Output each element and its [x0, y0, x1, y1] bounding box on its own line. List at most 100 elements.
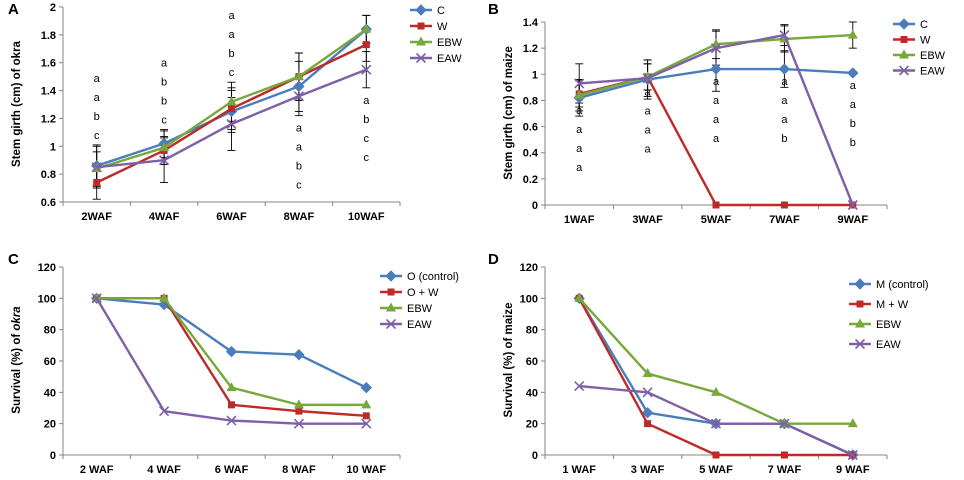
x-tick-label: 5WAF — [701, 214, 732, 226]
marker-triangle — [159, 292, 170, 302]
marker-square — [417, 22, 425, 30]
marker-x-b — [574, 381, 585, 392]
significance-letter: b — [850, 137, 856, 149]
y-tick-label: 120 — [38, 262, 56, 274]
marker-x-b — [898, 65, 910, 76]
legend-label: EBW — [920, 50, 946, 62]
marker-diamond — [854, 278, 866, 290]
panel-label: D — [488, 251, 499, 268]
marker-triangle — [642, 368, 653, 378]
y-tick-label: 0.6 — [41, 197, 56, 209]
significance-letter: a — [161, 58, 168, 70]
significance-letter: a — [713, 133, 720, 145]
series-line — [578, 297, 854, 457]
significance-letter: b — [228, 48, 234, 60]
marker-triangle — [711, 386, 721, 396]
marker-square — [644, 420, 652, 428]
legend-label: O (control) — [407, 271, 459, 283]
marker-x-b — [293, 418, 304, 429]
legend-label: EAW — [407, 319, 432, 331]
x-tick-label: 4 WAF — [147, 464, 181, 476]
significance-letter: a — [645, 106, 652, 118]
marker-x-b — [642, 387, 653, 398]
marker-x-b — [385, 318, 397, 330]
marker-x-b — [91, 293, 102, 304]
y-tick-label: 1.8 — [41, 30, 56, 42]
marker-square — [780, 451, 788, 459]
y-axis-label: Stem girth (cm) of okra — [11, 40, 23, 166]
marker-triangle — [416, 36, 426, 46]
marker-triangle — [226, 382, 237, 392]
series-M (control) — [573, 292, 859, 461]
chart-panel-C: C 0 20 40 60 80 100 120 2 WAF 4 WAF 6 WAF 8 WAF 10 W… — [8, 251, 459, 476]
marker-diamond — [293, 80, 305, 93]
x-tick-label: 10WAF — [348, 211, 385, 223]
marker-diamond — [710, 63, 722, 75]
marker-diamond — [225, 345, 238, 358]
x-tick-label: 5 WAF — [699, 464, 733, 476]
y-axis-label: Survival (%) of maize — [503, 302, 515, 417]
x-tick-label: 1WAF — [564, 214, 595, 226]
marker-square — [712, 451, 720, 459]
x-tick-label: 8WAF — [284, 211, 315, 223]
marker-x-b — [361, 64, 372, 75]
panel-label: C — [8, 251, 19, 268]
marker-triangle — [226, 96, 237, 106]
significance-letter: b — [850, 118, 856, 130]
y-tick-label: 40 — [526, 387, 538, 399]
x-tick-label: 1 WAF — [562, 464, 596, 476]
panel-label: B — [488, 1, 499, 18]
series-line — [578, 297, 853, 457]
y-tick-label: 0.6 — [523, 122, 538, 134]
significance-letter: a — [296, 142, 303, 154]
x-tick-label: 10 WAF — [346, 464, 386, 476]
x-tick-label: 2WAF — [81, 211, 112, 223]
marker-diamond — [360, 381, 373, 394]
marker-triangle — [574, 292, 585, 302]
legend-label: W — [920, 35, 931, 47]
chart-panel-B: B 0 0.2 0.4 0.6 0.8 1 1.2 1.4 1WAF 3WAF 5WAF 7WAF 9WA… — [488, 1, 946, 226]
marker-x-b — [361, 418, 372, 429]
marker-triangle — [855, 318, 865, 328]
legend: CW EBW EAW — [893, 18, 946, 78]
significance-letter: b — [296, 161, 302, 173]
marker-x-b — [779, 30, 790, 41]
y-tick-label: 80 — [44, 325, 56, 337]
legend-label: EBW — [407, 303, 433, 315]
y-tick-label: 2 — [50, 2, 56, 14]
legend-label: M + W — [876, 299, 909, 311]
x-tick-label: 8 WAF — [282, 464, 316, 476]
y-axis-label-italic: okra — [11, 306, 23, 331]
y-tick-label: 1.2 — [523, 43, 538, 55]
significance-letter: c — [364, 133, 370, 145]
significance-letter: a — [781, 76, 788, 88]
x-tick-label: 4WAF — [149, 211, 180, 223]
significance-letter: a — [645, 125, 652, 137]
marker-square — [712, 201, 720, 209]
legend-label: W — [437, 21, 448, 33]
y-tick-label: 60 — [44, 356, 56, 368]
y-tick-label: 80 — [526, 325, 538, 337]
marker-triangle — [293, 399, 304, 409]
x-tick-label: 9 WAF — [836, 464, 870, 476]
marker-square — [228, 401, 235, 409]
y-tick-label: 1.2 — [41, 113, 56, 125]
significance-letter: b — [161, 77, 167, 89]
marker-x-b — [574, 78, 585, 89]
series-EAW — [91, 293, 372, 429]
significance-letter: a — [94, 73, 101, 85]
marker-x-b — [847, 449, 858, 461]
legend-label: EAW — [437, 53, 462, 65]
marker-triangle — [574, 89, 585, 99]
marker-square — [228, 105, 235, 113]
x-tick-label: 3 WAF — [631, 464, 665, 476]
y-tick-label: 60 — [526, 356, 538, 368]
legend-label: EBW — [876, 319, 902, 331]
y-tick-label: 1.4 — [523, 17, 539, 29]
y-axis-label: Survival (%) of okra — [11, 306, 23, 414]
legend-label: EAW — [920, 66, 945, 78]
x-tick-label: 2 WAF — [80, 464, 114, 476]
significance-letter: a — [645, 144, 652, 156]
series-EAW — [91, 64, 372, 173]
marker-x-b — [159, 406, 170, 417]
